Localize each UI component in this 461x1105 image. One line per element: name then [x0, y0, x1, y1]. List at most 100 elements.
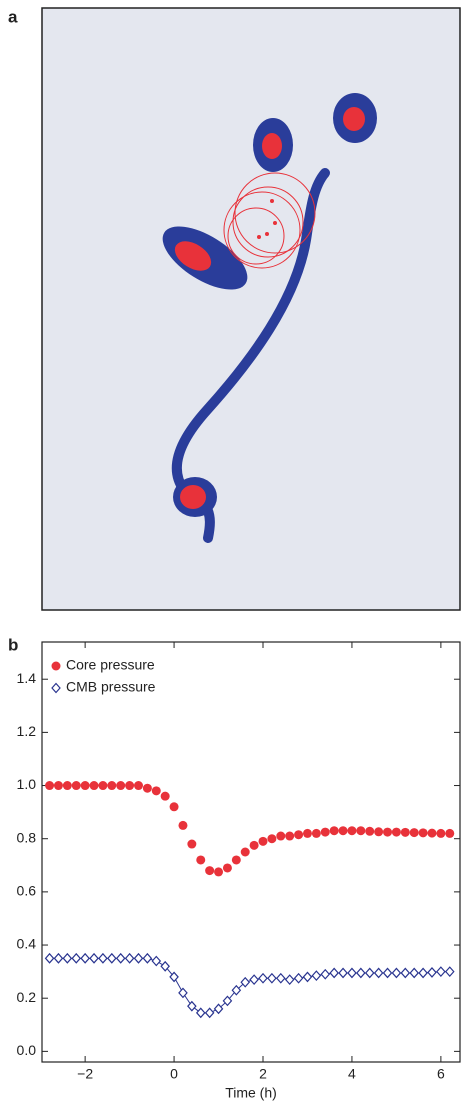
- point: [205, 866, 215, 876]
- point: [133, 781, 143, 791]
- point: [338, 826, 348, 836]
- x-tick-label: −2: [77, 1066, 93, 1082]
- point: [160, 791, 170, 801]
- point: [116, 781, 126, 791]
- point: [436, 828, 446, 838]
- point: [364, 967, 375, 979]
- point: [98, 952, 108, 964]
- point: [231, 984, 242, 996]
- point: [347, 826, 357, 836]
- point: [133, 952, 144, 964]
- point: [409, 828, 419, 838]
- plot-frame: [41, 641, 461, 1063]
- point: [302, 971, 313, 983]
- point: [338, 967, 348, 979]
- point: [231, 855, 241, 865]
- point: [89, 952, 99, 964]
- point: [125, 781, 135, 791]
- y-tick-label: 0.8: [17, 829, 37, 845]
- point: [267, 972, 277, 984]
- point: [160, 960, 170, 972]
- y-tick-label: 0.2: [17, 989, 37, 1005]
- point: [427, 828, 437, 838]
- x-tick-label: 4: [348, 1066, 356, 1082]
- point: [356, 967, 366, 979]
- point: [418, 967, 428, 979]
- point: [249, 840, 259, 850]
- point: [329, 826, 339, 836]
- point: [80, 781, 90, 791]
- vortex-panel: [41, 7, 461, 611]
- point: [302, 828, 312, 838]
- point: [258, 972, 268, 984]
- point: [267, 834, 277, 844]
- point: [222, 995, 233, 1007]
- point: [178, 820, 188, 830]
- point: [98, 781, 108, 791]
- y-tick-label: 1.4: [17, 670, 37, 686]
- point: [124, 952, 135, 964]
- legend-marker: [51, 682, 61, 694]
- point: [196, 855, 206, 865]
- vortex-core: [343, 107, 365, 131]
- point: [275, 972, 286, 984]
- point: [142, 952, 153, 964]
- point: [214, 867, 224, 877]
- point: [80, 952, 90, 964]
- point: [151, 955, 162, 967]
- panel-label: a: [8, 7, 18, 26]
- point: [383, 827, 393, 837]
- y-tick-label: 1.2: [17, 723, 37, 739]
- point: [329, 967, 339, 979]
- orbit-centers: [257, 199, 277, 239]
- point: [222, 863, 232, 873]
- point: [240, 976, 251, 988]
- point: [169, 802, 179, 812]
- point: [382, 967, 393, 979]
- point: [391, 827, 401, 837]
- point: [115, 952, 126, 964]
- point: [365, 826, 375, 836]
- y-tick-label: 0.4: [17, 936, 37, 952]
- point: [178, 987, 188, 999]
- legend-label: Core pressure: [66, 657, 155, 673]
- point: [374, 827, 384, 837]
- point: [53, 952, 64, 964]
- point: [62, 781, 72, 791]
- point: [53, 781, 63, 791]
- point: [71, 781, 81, 791]
- point: [293, 972, 304, 984]
- line: [49, 957, 450, 1014]
- x-axis-label: Time (h): [225, 1085, 277, 1101]
- point: [436, 966, 446, 978]
- point: [445, 828, 455, 838]
- point: [142, 783, 152, 793]
- vortex-core: [262, 133, 282, 159]
- y-tick-label: 1.0: [17, 776, 37, 792]
- point: [427, 967, 437, 978]
- point: [311, 828, 321, 838]
- y-tick-label: 0.6: [17, 883, 37, 899]
- panel-label: b: [8, 635, 18, 654]
- point: [195, 1007, 206, 1019]
- point: [285, 831, 295, 841]
- point: [204, 1007, 215, 1019]
- filament: [171, 168, 330, 495]
- point: [187, 1000, 197, 1012]
- point: [62, 952, 73, 964]
- x-tick-label: 6: [437, 1066, 445, 1082]
- point: [107, 952, 117, 964]
- point: [356, 826, 366, 836]
- point: [276, 831, 286, 841]
- point: [418, 828, 428, 838]
- point: [347, 967, 357, 979]
- point: [320, 827, 330, 837]
- point: [240, 847, 250, 857]
- point: [187, 839, 197, 849]
- point: [213, 1003, 224, 1015]
- point: [294, 830, 304, 840]
- panel-frame: [41, 7, 461, 611]
- point: [89, 781, 99, 791]
- y-tick-label: 0.0: [17, 1042, 37, 1058]
